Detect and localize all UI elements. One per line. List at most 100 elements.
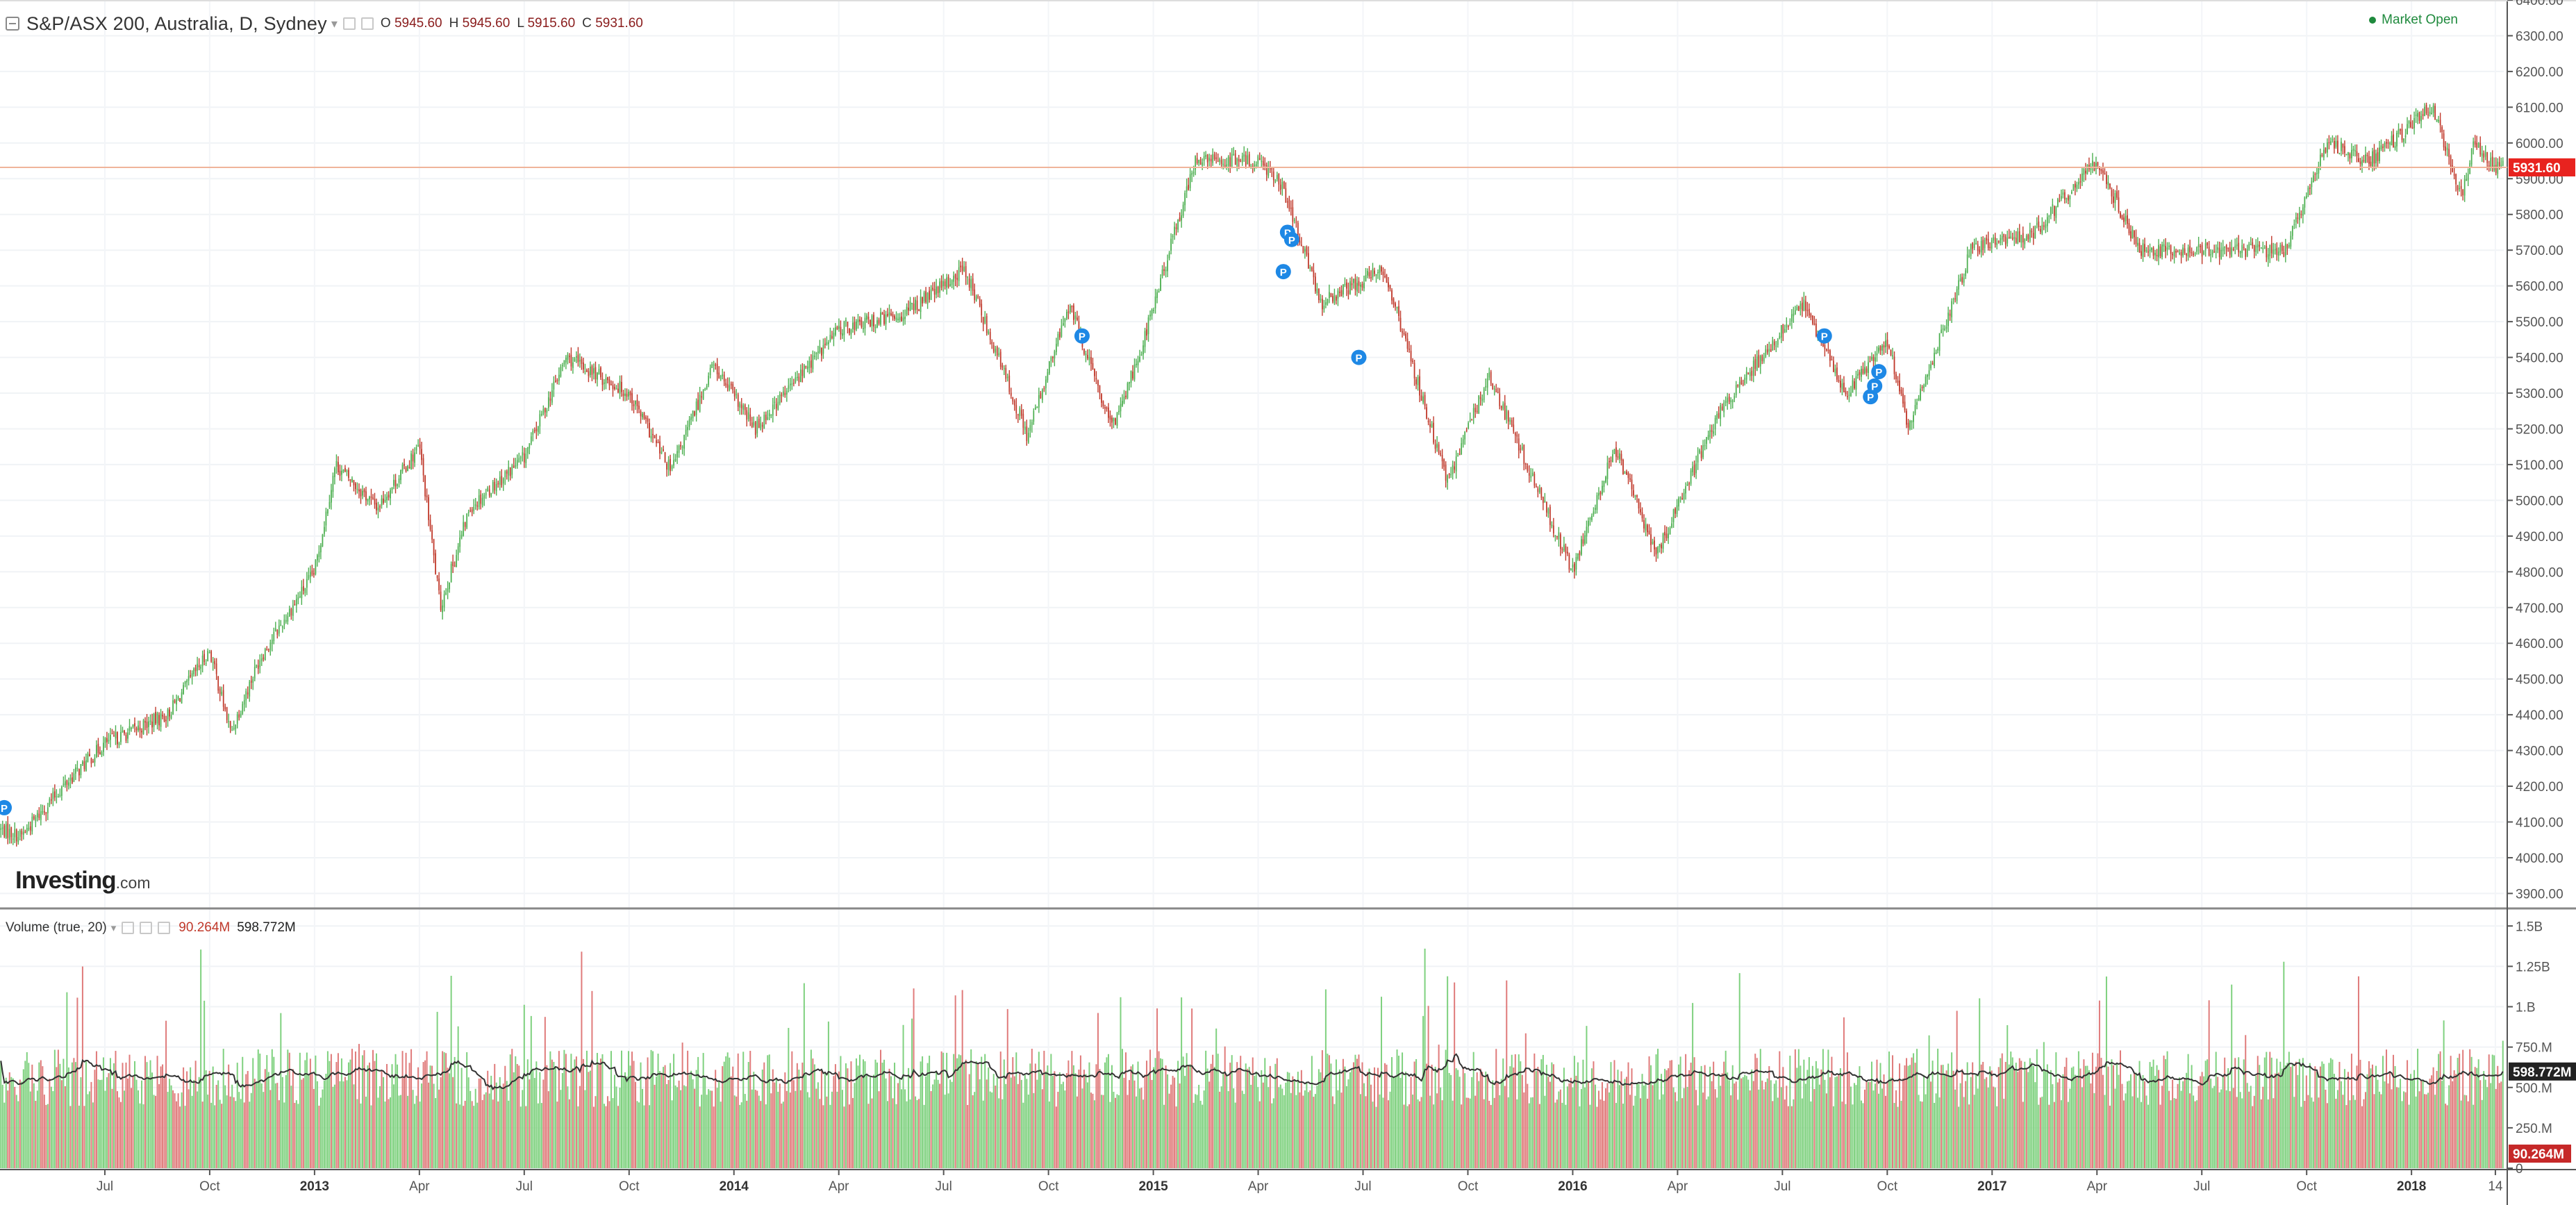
- volume-bar: [685, 1086, 687, 1168]
- candle-body: [576, 356, 577, 358]
- volume-bar: [370, 1105, 372, 1168]
- volume-bar: [819, 1099, 821, 1168]
- volume-bar: [506, 1081, 508, 1168]
- event-marker-icon[interactable]: [1275, 264, 1291, 280]
- candle-body: [2097, 162, 2099, 166]
- volume-bar: [1920, 1101, 1922, 1168]
- volume-bar: [2189, 1093, 2191, 1168]
- volume-bar: [2004, 1061, 2006, 1168]
- event-marker-icon[interactable]: [1871, 364, 1887, 380]
- candle-body: [2484, 151, 2486, 157]
- candle-body: [795, 377, 797, 383]
- candle-body: [1599, 492, 1602, 495]
- event-marker-icon[interactable]: [1074, 328, 1090, 344]
- volume-bar: [478, 1078, 480, 1168]
- volume-bar: [2170, 1100, 2172, 1168]
- candle-body: [2072, 184, 2075, 190]
- candle-body: [1810, 313, 1812, 317]
- close-icon[interactable]: [158, 922, 171, 934]
- candle-body: [915, 299, 916, 310]
- volume-bar: [704, 1077, 706, 1168]
- event-marker-icon[interactable]: [1816, 328, 1832, 344]
- volume-bar: [1989, 1066, 1991, 1168]
- candle-body: [1102, 401, 1104, 407]
- volume-bar: [1271, 1103, 1273, 1168]
- candle-body: [45, 813, 47, 814]
- volume-bar: [2312, 1102, 2314, 1168]
- volume-bar: [2300, 1106, 2302, 1168]
- candle-body: [1500, 406, 1502, 408]
- volume-bar: [572, 1067, 574, 1168]
- candle-body: [537, 426, 539, 433]
- candle-body: [849, 328, 850, 333]
- candle-body: [2469, 163, 2471, 174]
- time-axis-label: Jul: [1354, 1179, 1371, 1194]
- event-marker-icon[interactable]: [0, 799, 13, 815]
- candle-body: [2368, 156, 2370, 164]
- volume-bar: [1464, 1073, 1466, 1168]
- volume-bar: [1356, 1058, 1358, 1168]
- volume-bar: [1177, 1061, 1179, 1168]
- candle-body: [1108, 407, 1109, 418]
- chevron-down-icon[interactable]: ▾: [331, 16, 338, 31]
- volume-bar: [1366, 1072, 1368, 1168]
- candle-body: [1920, 388, 1921, 400]
- hide-icon[interactable]: [140, 922, 153, 934]
- volume-bar: [1731, 1065, 1734, 1168]
- candle-body: [2438, 119, 2439, 122]
- candle-body: [167, 709, 169, 720]
- volume-bar: [1170, 1084, 1172, 1168]
- candle-body: [513, 465, 515, 468]
- volume-bar: [1248, 1067, 1250, 1168]
- volume-bar: [1662, 1094, 1664, 1168]
- volume-bar: [1606, 1083, 1609, 1168]
- volume-bar: [1759, 1049, 1761, 1168]
- candle-body: [120, 732, 122, 742]
- volume-bar: [1258, 1101, 1261, 1168]
- volume-bar: [1523, 1092, 1525, 1168]
- volume-bar: [1625, 1077, 1627, 1168]
- chevron-down-icon[interactable]: ▾: [110, 922, 117, 934]
- candle-body: [2372, 151, 2373, 167]
- settings-icon[interactable]: [342, 17, 356, 30]
- volume-bar: [2311, 1097, 2313, 1168]
- candle-body: [1459, 454, 1461, 456]
- volume-axis-label: 750.M: [2516, 1041, 2552, 1056]
- candle-body: [861, 320, 863, 327]
- volume-bar: [2165, 1059, 2167, 1168]
- candle-body: [701, 396, 703, 398]
- candle-body: [1951, 301, 1953, 317]
- volume-bar: [1076, 1096, 1078, 1168]
- volume-bar: [1117, 1095, 1120, 1168]
- candle-body: [433, 539, 435, 556]
- volume-bar: [1067, 1060, 1070, 1168]
- volume-bar: [1870, 1061, 1872, 1168]
- volume-bar: [1657, 1049, 1659, 1168]
- candle-body: [257, 665, 259, 670]
- candle-body: [1596, 495, 1598, 510]
- volume-bar: [1831, 1056, 1833, 1168]
- candle-body: [2446, 147, 2448, 151]
- collapse-icon[interactable]: [6, 17, 19, 31]
- candle-body: [918, 309, 920, 311]
- hide-icon[interactable]: [360, 17, 374, 30]
- event-marker-icon[interactable]: [1283, 231, 1299, 247]
- volume-bar: [546, 1065, 548, 1168]
- candle-body: [2309, 187, 2311, 190]
- volume-bar: [116, 1091, 118, 1168]
- candle-body: [1203, 156, 1205, 161]
- candle-body: [2479, 142, 2482, 155]
- event-marker-icon[interactable]: [1867, 378, 1883, 394]
- event-marker-icon[interactable]: [1351, 349, 1367, 365]
- volume-bar: [1012, 1057, 1014, 1168]
- candle-body: [1040, 393, 1042, 399]
- volume-bar: [1664, 1068, 1666, 1168]
- volume-bar: [1711, 1081, 1713, 1168]
- volume-bar: [1813, 1089, 1815, 1168]
- candle-body: [1323, 306, 1325, 310]
- candle-body: [186, 680, 188, 683]
- candle-body: [744, 404, 746, 410]
- volume-bar: [1633, 1105, 1635, 1168]
- settings-icon[interactable]: [122, 922, 135, 934]
